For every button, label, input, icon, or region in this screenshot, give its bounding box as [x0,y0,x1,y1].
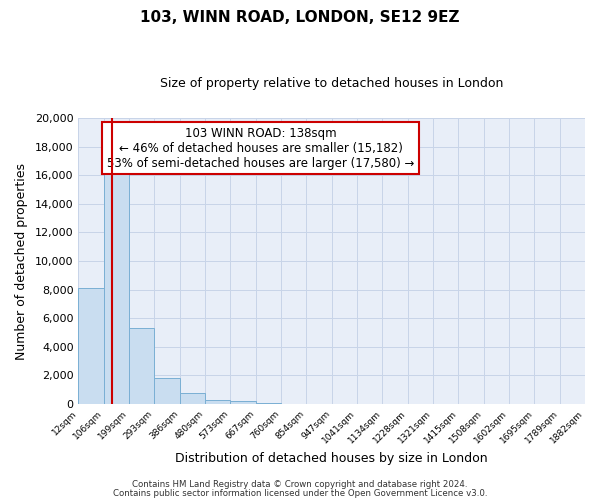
Bar [230,402,256,404]
Y-axis label: Number of detached properties: Number of detached properties [15,162,28,360]
Text: 103 WINN ROAD: 138sqm
← 46% of detached houses are smaller (15,182)
53% of semi-: 103 WINN ROAD: 138sqm ← 46% of detached … [107,126,415,170]
Bar [154,378,180,404]
Text: Contains HM Land Registry data © Crown copyright and database right 2024.: Contains HM Land Registry data © Crown c… [132,480,468,489]
X-axis label: Distribution of detached houses by size in London: Distribution of detached houses by size … [175,452,488,465]
Bar [129,328,154,404]
Bar [256,402,281,404]
Text: Contains public sector information licensed under the Open Government Licence v3: Contains public sector information licen… [113,488,487,498]
Bar [205,400,230,404]
Text: 103, WINN ROAD, LONDON, SE12 9EZ: 103, WINN ROAD, LONDON, SE12 9EZ [140,10,460,25]
Bar [180,394,205,404]
Bar [104,168,129,404]
Bar [79,288,104,404]
Title: Size of property relative to detached houses in London: Size of property relative to detached ho… [160,78,503,90]
